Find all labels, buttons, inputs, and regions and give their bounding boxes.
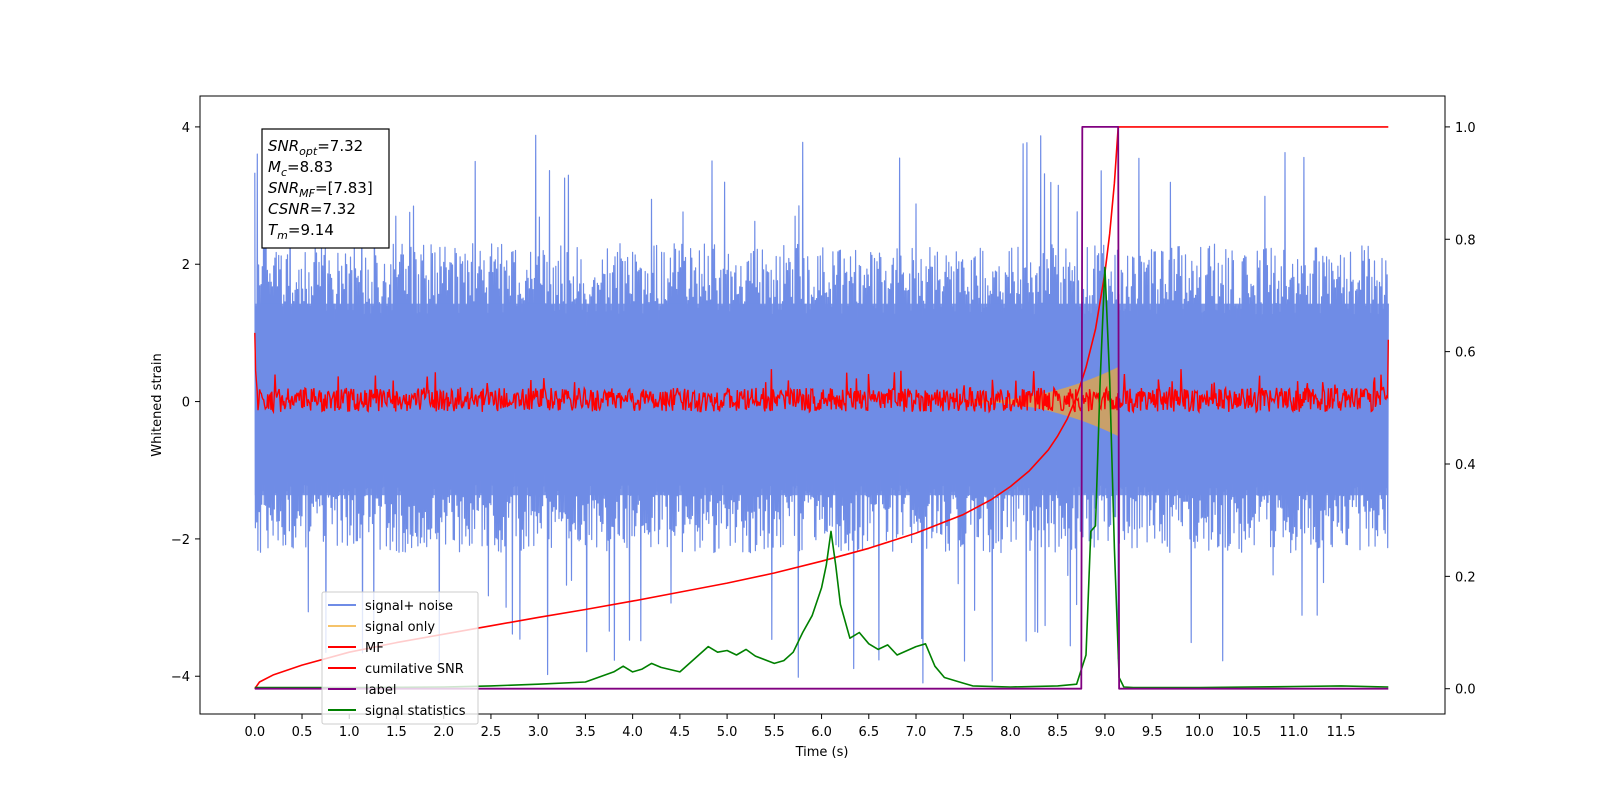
stats-symbol: CSNR [268,200,310,218]
x-tick-label: 10.0 [1185,725,1214,740]
legend-entry: MF [365,641,384,656]
y-axis-label: Whitened strain [150,353,165,456]
x-tick-label: 7.0 [906,725,927,740]
x-tick-label: 1.0 [339,725,360,740]
x-axis-label: Time (s) [795,745,849,760]
stats-symbol: M [268,158,281,176]
x-tick-label: 11.0 [1279,725,1308,740]
x-tick-label: 0.0 [244,725,265,740]
y-axis-left: −4 −2 0 2 4 [171,121,200,685]
series-label [254,126,1389,690]
legend-entry: signal statistics [365,704,466,719]
y-right-tick-label: 0.2 [1455,570,1476,585]
x-tick-label: 6.5 [858,725,879,740]
plot-frame [199,95,1446,715]
x-tick-label: 3.5 [575,725,596,740]
x-tick-label: 3.0 [528,725,549,740]
y-left-tick-label: −4 [171,670,190,685]
x-tick-label: 9.0 [1095,725,1116,740]
x-tick-label: 8.0 [1000,725,1021,740]
x-tick-label: 2.5 [481,725,502,740]
stats-value: =8.83 [287,158,333,176]
y-right-tick-label: 0.6 [1455,346,1476,361]
y-right-tick-label: 0.4 [1455,458,1476,473]
legend-entry: label [365,683,396,698]
x-tick-label: 9.5 [1142,725,1163,740]
x-tick-label: 4.0 [622,725,643,740]
legend-entry: signal only [365,620,435,635]
stats-subscript: c [281,166,287,179]
stats-subscript: m [277,229,288,242]
stats-box-frame [261,128,390,249]
x-tick-label: 4.5 [670,725,691,740]
x-axis: 0.0 0.5 1.0 1.5 2.0 2.5 3.0 3.5 4.0 4.5 5.0 5.5 6.0 6… [244,714,1356,740]
stats-symbol: T [268,221,279,239]
x-tick-label: 11.5 [1327,725,1356,740]
legend-entry: signal+ noise [365,599,453,614]
x-tick-label: 8.5 [1047,725,1068,740]
x-tick-label: 1.5 [386,725,407,740]
y-right-tick-label: 0.0 [1455,683,1476,698]
legend-entry: cumilative SNR [365,662,464,677]
y-right-tick-label: 1.0 [1455,121,1476,136]
stats-subscript: opt [299,145,318,158]
stats-line: SNRopt=7.32 [268,137,363,158]
stats-line: CSNR=7.32 [268,200,356,218]
x-tick-label: 2.0 [433,725,454,740]
legend-frame [321,591,479,725]
y-left-tick-label: 4 [182,121,190,136]
x-tick-label: 5.0 [717,725,738,740]
stats-line: Mc=8.83 [268,158,333,179]
x-tick-label: 5.5 [764,725,785,740]
stats-annotation-box: SNRopt=7.32Mc=8.83SNRMF=[7.83]CSNR=7.32T… [261,128,390,249]
stats-value: =7.32 [317,137,363,155]
stats-value: =7.32 [310,200,356,218]
y-axis-right: 0.0 0.2 0.4 0.6 0.8 1.0 [1445,121,1476,698]
stats-line: SNRMF=[7.83] [268,179,373,200]
x-tick-label: 6.0 [811,725,832,740]
stats-line: Tm=9.14 [268,221,334,242]
stats-symbol: SNR [268,179,299,197]
x-tick-label: 10.5 [1232,725,1261,740]
x-tick-label: 0.5 [292,725,313,740]
series-mf [254,332,1389,415]
y-left-tick-label: 2 [182,258,190,273]
y-left-tick-label: 0 [182,396,190,411]
y-right-tick-label: 0.8 [1455,233,1476,248]
stats-value: =[7.83] [315,179,373,197]
plot-area [254,126,1389,690]
series-signal-statistics [254,266,1389,689]
stats-symbol: SNR [268,137,299,155]
series-signal-noise [254,134,1389,684]
legend: signal+ noise signal only MF cumilative SNR… [321,591,479,725]
x-tick-label: 7.5 [953,725,974,740]
stats-subscript: MF [299,187,315,200]
y-left-tick-label: −2 [171,533,190,548]
stats-value: =9.14 [288,221,334,239]
